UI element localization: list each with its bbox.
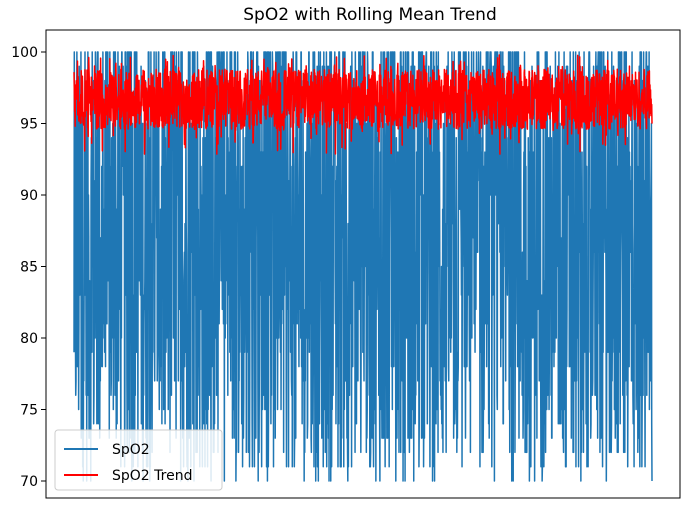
- legend-label-trend: SpO2 Trend: [112, 468, 192, 484]
- plot-area: [73, 51, 653, 482]
- y-tick-label-95: 95: [20, 117, 38, 133]
- legend-label-spo2: SpO2: [112, 442, 150, 458]
- line-spo2-trend: [73, 54, 653, 155]
- y-tick-label-80: 80: [20, 331, 38, 347]
- chart-title: SpO2 with Rolling Mean Trend: [243, 5, 497, 25]
- axes-frame: [45, 29, 681, 499]
- line-spo2: [73, 51, 653, 482]
- series-spo2-trend: [73, 54, 653, 155]
- y-tick-label-85: 85: [20, 260, 38, 276]
- series-spo2: [73, 51, 653, 482]
- y-tick-label-75: 75: [20, 403, 38, 419]
- y-axis: 70 75 80 85 90 95 100: [11, 45, 46, 490]
- y-tick-label-100: 100: [11, 45, 38, 61]
- legend: SpO2 SpO2 Trend: [54, 429, 223, 491]
- y-tick-label-90: 90: [20, 188, 38, 204]
- y-tick-label-70: 70: [20, 474, 38, 490]
